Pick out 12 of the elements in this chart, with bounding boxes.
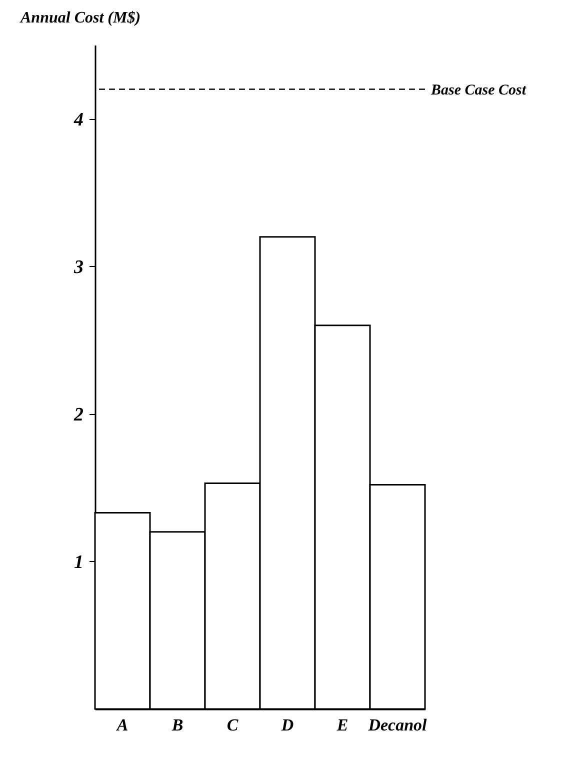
y-tick-label: 1 <box>74 552 84 573</box>
ref-line-label: Base Case Cost <box>430 82 527 98</box>
x-tick-label: D <box>280 716 294 734</box>
x-tick-label: E <box>336 716 348 734</box>
y-tick-label: 4 <box>73 109 84 130</box>
y-tick-label: 3 <box>73 256 84 278</box>
x-tick-label: A <box>116 716 128 734</box>
y-tick-label: 2 <box>73 404 84 426</box>
x-tick-label: C <box>226 716 239 734</box>
x-tick-label: Decanol <box>367 716 428 734</box>
x-tick-label: B <box>170 716 184 734</box>
y-axis-title: Annual Cost (M$) <box>20 10 141 26</box>
